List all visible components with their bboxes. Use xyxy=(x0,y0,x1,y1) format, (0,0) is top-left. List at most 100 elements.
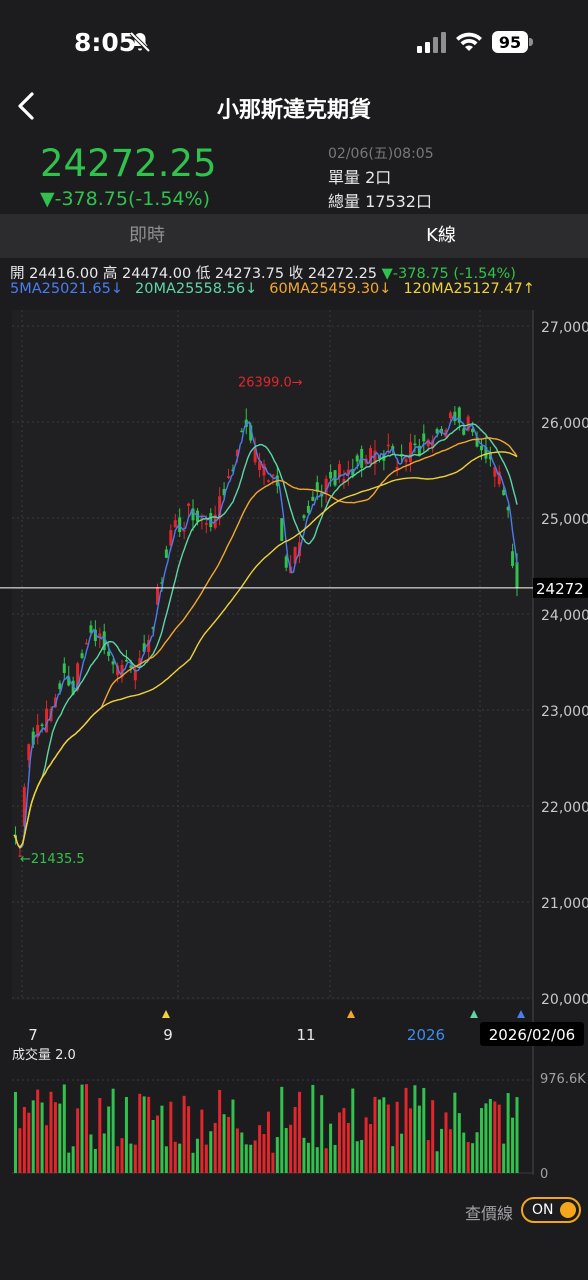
status-bar xyxy=(0,0,588,80)
volume-bar xyxy=(173,1141,177,1173)
volume-bar xyxy=(187,1106,191,1173)
candle-body xyxy=(466,416,470,431)
y-tick-label: 25,000 xyxy=(541,512,588,528)
volume-bar xyxy=(71,1146,75,1173)
volume-bar xyxy=(484,1103,488,1173)
volume-bar xyxy=(160,1105,164,1173)
candle-body xyxy=(431,440,435,449)
candle-body xyxy=(151,627,155,629)
y-tick-label: 24,000 xyxy=(541,608,588,624)
volume-bar xyxy=(133,1144,137,1173)
x-tick-label: 9 xyxy=(163,1026,173,1044)
candle-body xyxy=(129,665,133,669)
volume-bar xyxy=(249,1144,253,1173)
candle-body xyxy=(191,508,195,521)
candle-body xyxy=(293,546,297,564)
volume-bar xyxy=(289,1124,293,1173)
volume-bar xyxy=(471,1143,475,1173)
kline-chart[interactable]: 27,000 26,000 25,000 24,000 23,000 22,000 21,0… xyxy=(0,300,588,1200)
candle-body xyxy=(133,669,137,681)
candle-body xyxy=(187,503,191,506)
volume-bar xyxy=(431,1100,435,1173)
volume-bar xyxy=(497,1104,501,1173)
volume-bar xyxy=(369,1124,373,1173)
total-volume: 總量 17532口 xyxy=(328,192,432,211)
back-arrow-icon[interactable] xyxy=(12,88,40,124)
candle-body xyxy=(84,642,88,645)
volume-bar xyxy=(355,1141,359,1173)
tab-realtime[interactable]: 即時 xyxy=(129,225,165,246)
volume-bar xyxy=(209,1131,213,1173)
candle-body xyxy=(479,445,483,451)
y-tick-label: 22,000 xyxy=(541,800,588,816)
close-value: 收 24272.25 xyxy=(288,266,378,282)
volume-label: 成交量 2.0 xyxy=(12,1047,76,1063)
volume-bar xyxy=(124,1097,128,1173)
candle-body xyxy=(493,467,497,477)
volume-bar xyxy=(49,1091,53,1173)
tab-kline[interactable]: K線 xyxy=(426,225,456,246)
candle-body xyxy=(475,437,479,447)
volume-bar xyxy=(240,1132,244,1173)
volume-bar xyxy=(386,1104,390,1173)
ohlc-change: ▼-378.75 (-1.54%) xyxy=(381,266,516,282)
candle-body xyxy=(422,433,426,442)
volume-bar xyxy=(315,1147,319,1173)
volume-bar xyxy=(404,1087,408,1173)
volume-bar xyxy=(138,1093,142,1173)
volume-bar xyxy=(40,1102,44,1173)
volume-bar xyxy=(302,1137,306,1173)
ma-legend: 5MA25021.65↓ 20MA25558.56↓ 60MA25459.30↓ 12… xyxy=(10,281,547,297)
volume-bar xyxy=(93,1148,97,1173)
x-tick-label: 11 xyxy=(296,1026,315,1044)
volume-bar xyxy=(147,1096,151,1173)
chart-tabs: 即時 K線 xyxy=(0,214,588,258)
page-title: 小那斯達克期貨 xyxy=(216,98,371,123)
wifi-icon xyxy=(456,32,482,51)
ma120-legend: 120MA25127.47↑ xyxy=(403,281,535,297)
candle-body xyxy=(320,492,324,497)
candle-body xyxy=(511,551,515,566)
candle-body xyxy=(102,631,106,651)
event-marker-icon xyxy=(517,1010,525,1018)
current-price-tag: 24272 xyxy=(536,580,584,598)
volume-bar xyxy=(502,1143,506,1173)
candle-body xyxy=(71,680,75,695)
volume-bar xyxy=(53,1102,57,1173)
volume-bar xyxy=(413,1085,417,1173)
candle-body xyxy=(342,478,346,483)
volume-bar xyxy=(45,1125,49,1173)
volume-bar xyxy=(27,1112,31,1173)
candle-body xyxy=(76,663,80,691)
candle-body xyxy=(160,582,164,584)
volume-bar xyxy=(275,1137,279,1173)
volume-bar xyxy=(129,1143,133,1173)
volume-bar xyxy=(311,1084,315,1173)
volume-bar xyxy=(84,1084,88,1173)
candle-body xyxy=(324,478,328,493)
candle-body xyxy=(373,450,377,465)
y-tick-label: 26,000 xyxy=(541,416,588,432)
volume-max-label: 976.6K xyxy=(540,1072,586,1087)
volume-bar xyxy=(111,1088,115,1173)
candle-body xyxy=(27,744,31,761)
price-line-toggle[interactable]: ON xyxy=(521,1197,581,1223)
volume-bar xyxy=(462,1132,466,1173)
candle-body xyxy=(280,518,284,541)
candle-body xyxy=(258,461,262,471)
candle-body xyxy=(173,520,177,528)
candle-body xyxy=(448,412,452,419)
volume-bar xyxy=(342,1108,346,1173)
volume-bar xyxy=(67,1152,71,1173)
volume-bar xyxy=(116,1146,120,1173)
candle-body xyxy=(391,446,395,451)
x-tick-label: 7 xyxy=(28,1026,38,1044)
candle-body xyxy=(178,517,182,533)
volume-bar xyxy=(22,1106,26,1173)
volume-bar xyxy=(320,1095,324,1173)
volume-bar xyxy=(227,1116,231,1173)
volume-bar xyxy=(156,1115,160,1173)
candle-body xyxy=(40,724,44,726)
volume-bar xyxy=(169,1101,173,1173)
candle-body xyxy=(67,676,71,686)
